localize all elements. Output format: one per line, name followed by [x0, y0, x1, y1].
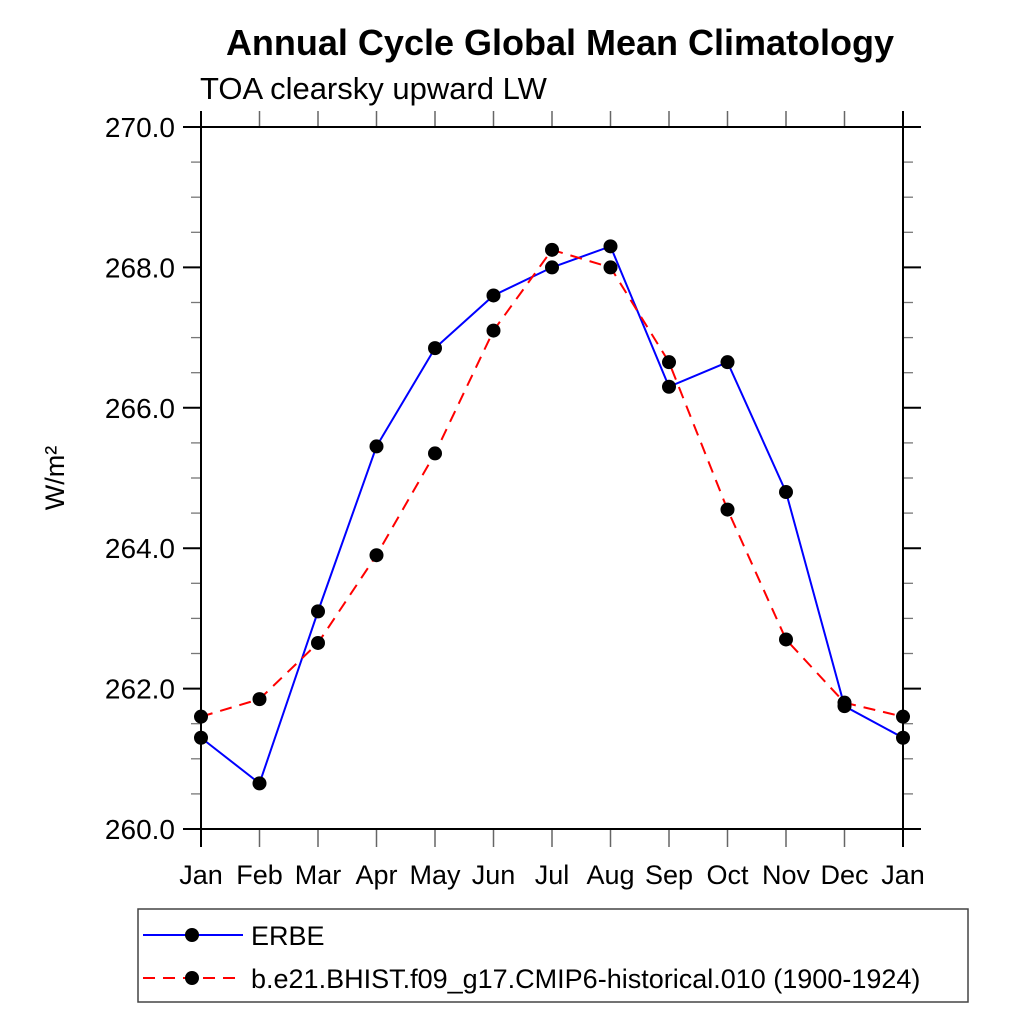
- data-point-erbe-jul-6: [545, 260, 559, 275]
- data-point-erbe-aug-7: [603, 239, 618, 254]
- x-axis-month-label: Mar: [295, 860, 342, 890]
- x-axis-month-label: Jun: [472, 860, 516, 890]
- data-point-model-oct-9: [720, 502, 735, 517]
- x-axis-month-label: Feb: [236, 860, 283, 890]
- data-point-model-jun-5: [486, 323, 501, 338]
- data-point-erbe-nov-10: [779, 485, 793, 500]
- y-axis-tick-label: 262.0: [105, 674, 175, 705]
- x-axis-month-label: Nov: [762, 860, 811, 890]
- data-point-erbe-oct-9: [720, 355, 735, 370]
- series-line-erbe: [200, 245, 904, 786]
- data-point-model-mar-2: [311, 635, 325, 650]
- legend-marker-erbe: [185, 928, 199, 942]
- x-axis-month-label: Dec: [820, 860, 868, 890]
- axis-labels-layer: 260.0 262.0 264.0 266.0 268.0 270.0 Jan Feb Mar A…: [105, 112, 925, 890]
- x-axis-month-label: Oct: [706, 860, 749, 890]
- data-point-erbe-apr-3: [369, 439, 384, 454]
- legend: ERBE b.e21.BHIST.f09_g17.CMIP6-historica…: [137, 908, 969, 1003]
- y-axis-tick-label: 260.0: [105, 814, 175, 845]
- x-axis-month-label: May: [409, 860, 461, 890]
- data-point-erbe-jun-5: [486, 288, 501, 303]
- data-point-model-sep-8: [662, 355, 676, 370]
- data-point-model-dec-11: [837, 695, 852, 710]
- legend-box: [137, 908, 969, 1003]
- axis-ticks-layer: [183, 111, 921, 847]
- data-point-model-aug-7: [603, 260, 618, 275]
- legend-label-model: b.e21.BHIST.f09_g17.CMIP6-historical.010…: [251, 964, 920, 994]
- chart-subtitle: TOA clearsky upward LW: [200, 71, 548, 106]
- y-axis-tick-label: 264.0: [105, 533, 175, 564]
- x-axis-month-label: Aug: [586, 860, 634, 890]
- x-axis-month-label: Sep: [645, 860, 693, 890]
- data-point-model-feb-1: [252, 692, 267, 707]
- data-point-erbe-sep-8: [662, 379, 676, 394]
- y-axis-tick-label: 266.0: [105, 393, 175, 424]
- y-axis-tick-label: 268.0: [105, 252, 175, 283]
- data-point-model-jul-6: [545, 242, 559, 257]
- chart-title: Annual Cycle Global Mean Climatology: [226, 22, 894, 63]
- data-point-erbe-feb-1: [252, 776, 267, 791]
- series-layer: [194, 239, 910, 791]
- legend-marker-model: [185, 971, 199, 985]
- y-axis-tick-label: 270.0: [105, 112, 175, 143]
- x-axis-month-label: Jan: [179, 860, 223, 890]
- plot-frame: [183, 111, 921, 847]
- data-point-model-apr-3: [369, 548, 384, 563]
- legend-label-erbe: ERBE: [251, 921, 325, 951]
- data-point-model-nov-10: [779, 632, 793, 647]
- data-point-model-may-4: [428, 446, 442, 461]
- x-axis-month-label: Jan: [881, 860, 925, 890]
- data-point-erbe-mar-2: [311, 604, 325, 619]
- x-axis-month-label: Apr: [355, 860, 397, 890]
- data-point-erbe-may-4: [428, 341, 442, 356]
- x-axis-month-label: Jul: [535, 860, 570, 890]
- y-axis-title: W/m²: [40, 446, 70, 510]
